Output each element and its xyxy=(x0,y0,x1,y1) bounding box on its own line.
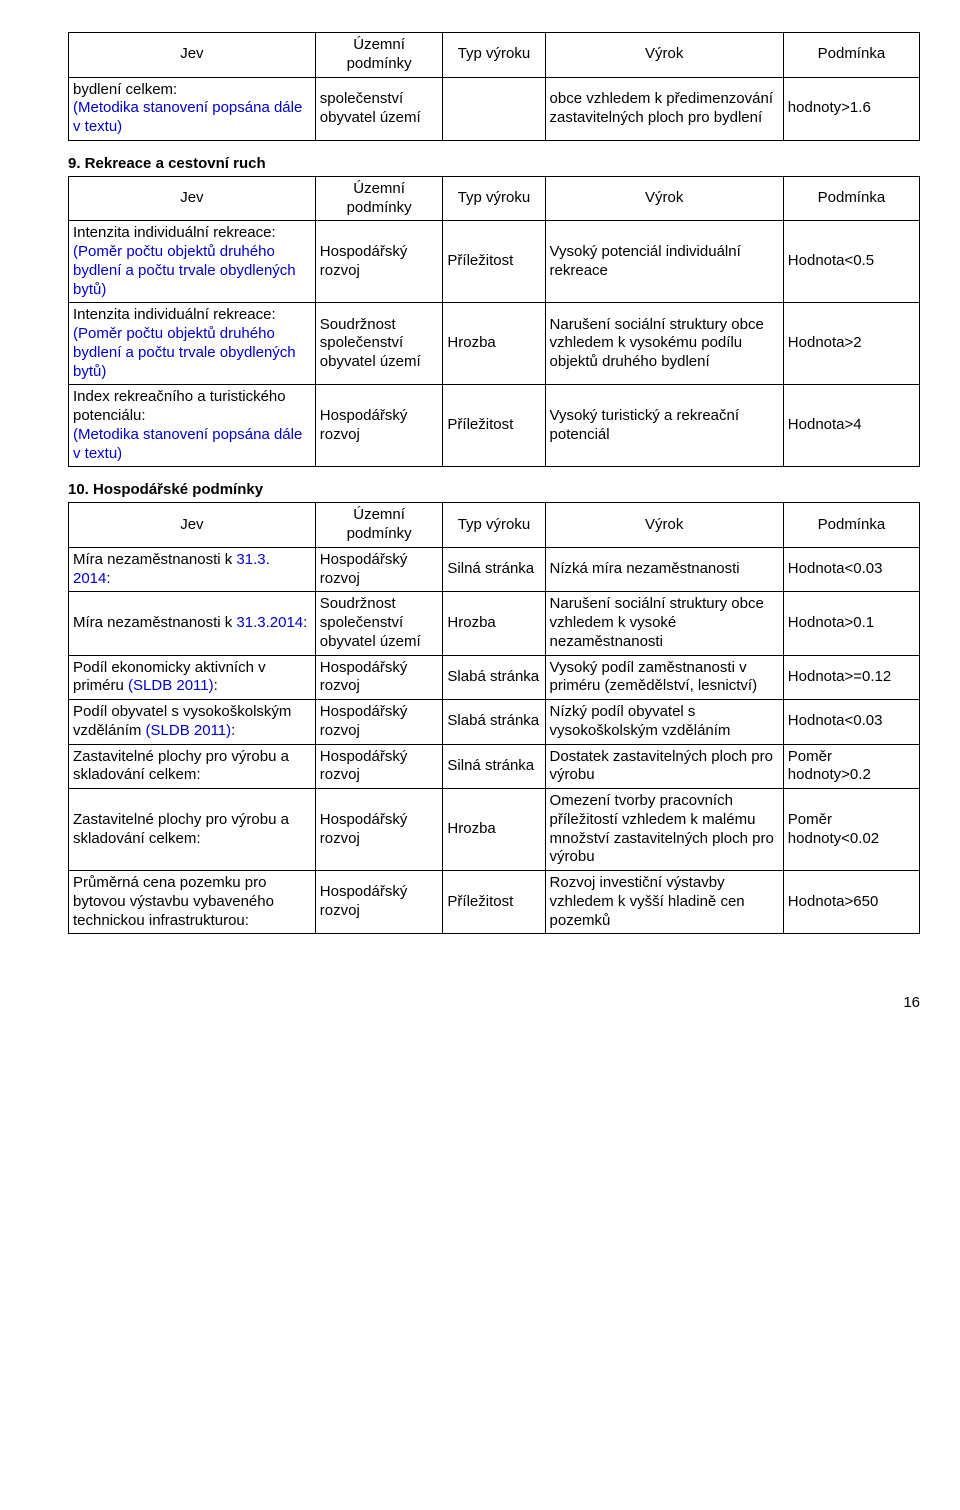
cell-vyrok: Vysoký potenciál individuální rekreace xyxy=(545,221,783,303)
cell-jev: Intenzita individuální rekreace: (Poměr … xyxy=(69,303,316,385)
col-uzp: Územní podmínky xyxy=(315,176,443,221)
cell-typ: Slabá stránka xyxy=(443,655,545,700)
cell-uzp: Hospodářský rozvoj xyxy=(315,221,443,303)
col-jev: Jev xyxy=(69,33,316,78)
cell-jev: bydlení celkem: (Metodika stanovení pops… xyxy=(69,77,316,140)
cell-uzp: Hospodářský rozvoj xyxy=(315,700,443,745)
cell-pod: Poměr hodnoty>0.2 xyxy=(783,744,919,789)
table-row: Podíl obyvatel s vysokoškolským vzdělání… xyxy=(69,700,920,745)
table-header-row: Jev Územní podmínky Typ výroku Výrok Pod… xyxy=(69,176,920,221)
table-hospodarske: Jev Územní podmínky Typ výroku Výrok Pod… xyxy=(68,502,920,934)
col-vyrok: Výrok xyxy=(545,33,783,78)
cell-uzp: Soudržnost společenství obyvatel území xyxy=(315,303,443,385)
cell-pod: Hodnota>0.1 xyxy=(783,592,919,655)
cell-vyrok: Dostatek zastavitelných ploch pro výrobu xyxy=(545,744,783,789)
col-jev: Jev xyxy=(69,503,316,548)
cell-jev: Míra nezaměstnanosti k 31.3.2014: xyxy=(69,592,316,655)
table-row: Míra nezaměstnanosti k 31.3. 2014: Hospo… xyxy=(69,547,920,592)
cell-jev: Průměrná cena pozemku pro bytovou výstav… xyxy=(69,871,316,934)
cell-pod: Hodnota<0.03 xyxy=(783,700,919,745)
section-10-title: 10. Hospodářské podmínky xyxy=(68,481,920,498)
cell-vyrok: Nízká míra nezaměstnanosti xyxy=(545,547,783,592)
table-row: bydlení celkem: (Metodika stanovení pops… xyxy=(69,77,920,140)
cell-uzp: společenství obyvatel území xyxy=(315,77,443,140)
col-pod: Podmínka xyxy=(783,176,919,221)
cell-typ: Slabá stránka xyxy=(443,700,545,745)
cell-uzp: Soudržnost společenství obyvatel území xyxy=(315,592,443,655)
cell-vyrok: Omezení tvorby pracovních příležitostí v… xyxy=(545,789,783,871)
cell-typ: Hrozba xyxy=(443,592,545,655)
col-uzp: Územní podmínky xyxy=(315,33,443,78)
cell-pod: hodnoty>1.6 xyxy=(783,77,919,140)
col-vyrok: Výrok xyxy=(545,176,783,221)
cell-uzp: Hospodářský rozvoj xyxy=(315,655,443,700)
cell-uzp: Hospodářský rozvoj xyxy=(315,547,443,592)
cell-pod: Hodnota>650 xyxy=(783,871,919,934)
cell-vyrok: Vysoký turistický a rekreační potenciál xyxy=(545,385,783,467)
cell-typ: Hrozba xyxy=(443,303,545,385)
cell-uzp: Hospodářský rozvoj xyxy=(315,789,443,871)
cell-vyrok: Narušení sociální struktury obce vzhlede… xyxy=(545,592,783,655)
col-typ: Typ výroku xyxy=(443,33,545,78)
date-note: 31.3.2014 xyxy=(236,614,303,631)
cell-jev: Zastavitelné plochy pro výrobu a skladov… xyxy=(69,789,316,871)
cell-vyrok: Vysoký podíl zaměstnanosti v priméru (ze… xyxy=(545,655,783,700)
table-row: Podíl ekonomicky aktivních v priméru (SL… xyxy=(69,655,920,700)
cell-pod: Hodnota<0.5 xyxy=(783,221,919,303)
table-row: Index rekreačního a turistického potenci… xyxy=(69,385,920,467)
cell-vyrok: Rozvoj investiční výstavby vzhledem k vy… xyxy=(545,871,783,934)
ratio-note: (Poměr počtu objektů druhého bydlení a p… xyxy=(73,243,296,298)
col-uzp: Územní podmínky xyxy=(315,503,443,548)
cell-typ: Příležitost xyxy=(443,385,545,467)
cell-typ: Příležitost xyxy=(443,871,545,934)
table-rekreace: Jev Územní podmínky Typ výroku Výrok Pod… xyxy=(68,176,920,468)
table-cont: Jev Územní podmínky Typ výroku Výrok Pod… xyxy=(68,32,920,141)
table-row: Zastavitelné plochy pro výrobu a skladov… xyxy=(69,744,920,789)
col-typ: Typ výroku xyxy=(443,176,545,221)
sldb-note: (SLDB 2011) xyxy=(128,677,214,694)
table-row: Míra nezaměstnanosti k 31.3.2014: Soudrž… xyxy=(69,592,920,655)
cell-pod: Poměr hodnoty<0.02 xyxy=(783,789,919,871)
page-number: 16 xyxy=(68,994,920,1011)
table-header-row: Jev Územní podmínky Typ výroku Výrok Pod… xyxy=(69,503,920,548)
cell-uzp: Hospodářský rozvoj xyxy=(315,385,443,467)
cell-vyrok: Nízký podíl obyvatel s vysokoškolským vz… xyxy=(545,700,783,745)
cell-jev: Intenzita individuální rekreace: (Poměr … xyxy=(69,221,316,303)
cell-uzp: Hospodářský rozvoj xyxy=(315,744,443,789)
cell-pod: Hodnota>4 xyxy=(783,385,919,467)
col-pod: Podmínka xyxy=(783,33,919,78)
table-header-row: Jev Územní podmínky Typ výroku Výrok Pod… xyxy=(69,33,920,78)
cell-typ: Silná stránka xyxy=(443,744,545,789)
table-row: Intenzita individuální rekreace: (Poměr … xyxy=(69,221,920,303)
col-typ: Typ výroku xyxy=(443,503,545,548)
cell-pod: Hodnota>2 xyxy=(783,303,919,385)
cell-jev: Podíl obyvatel s vysokoškolským vzdělání… xyxy=(69,700,316,745)
table-row: Intenzita individuální rekreace: (Poměr … xyxy=(69,303,920,385)
col-pod: Podmínka xyxy=(783,503,919,548)
sldb-note: (SLDB 2011) xyxy=(146,722,232,739)
method-note: (Metodika stanovení popsána dále v textu… xyxy=(73,99,302,135)
cell-vyrok: obce vzhledem k předimenzování zastavite… xyxy=(545,77,783,140)
cell-pod: Hodnota>=0.12 xyxy=(783,655,919,700)
cell-uzp: Hospodářský rozvoj xyxy=(315,871,443,934)
table-row: Průměrná cena pozemku pro bytovou výstav… xyxy=(69,871,920,934)
cell-typ: Silná stránka xyxy=(443,547,545,592)
cell-jev: Zastavitelné plochy pro výrobu a skladov… xyxy=(69,744,316,789)
method-note: (Metodika stanovení popsána dále v textu… xyxy=(73,426,302,462)
cell-pod: Hodnota<0.03 xyxy=(783,547,919,592)
ratio-note: (Poměr počtu objektů druhého bydlení a p… xyxy=(73,325,296,380)
table-row: Zastavitelné plochy pro výrobu a skladov… xyxy=(69,789,920,871)
cell-jev: Podíl ekonomicky aktivních v priméru (SL… xyxy=(69,655,316,700)
cell-vyrok: Narušení sociální struktury obce vzhlede… xyxy=(545,303,783,385)
col-jev: Jev xyxy=(69,176,316,221)
cell-jev: Index rekreačního a turistického potenci… xyxy=(69,385,316,467)
cell-typ xyxy=(443,77,545,140)
cell-typ: Příležitost xyxy=(443,221,545,303)
col-vyrok: Výrok xyxy=(545,503,783,548)
cell-jev: Míra nezaměstnanosti k 31.3. 2014: xyxy=(69,547,316,592)
cell-typ: Hrozba xyxy=(443,789,545,871)
section-9-title: 9. Rekreace a cestovní ruch xyxy=(68,155,920,172)
